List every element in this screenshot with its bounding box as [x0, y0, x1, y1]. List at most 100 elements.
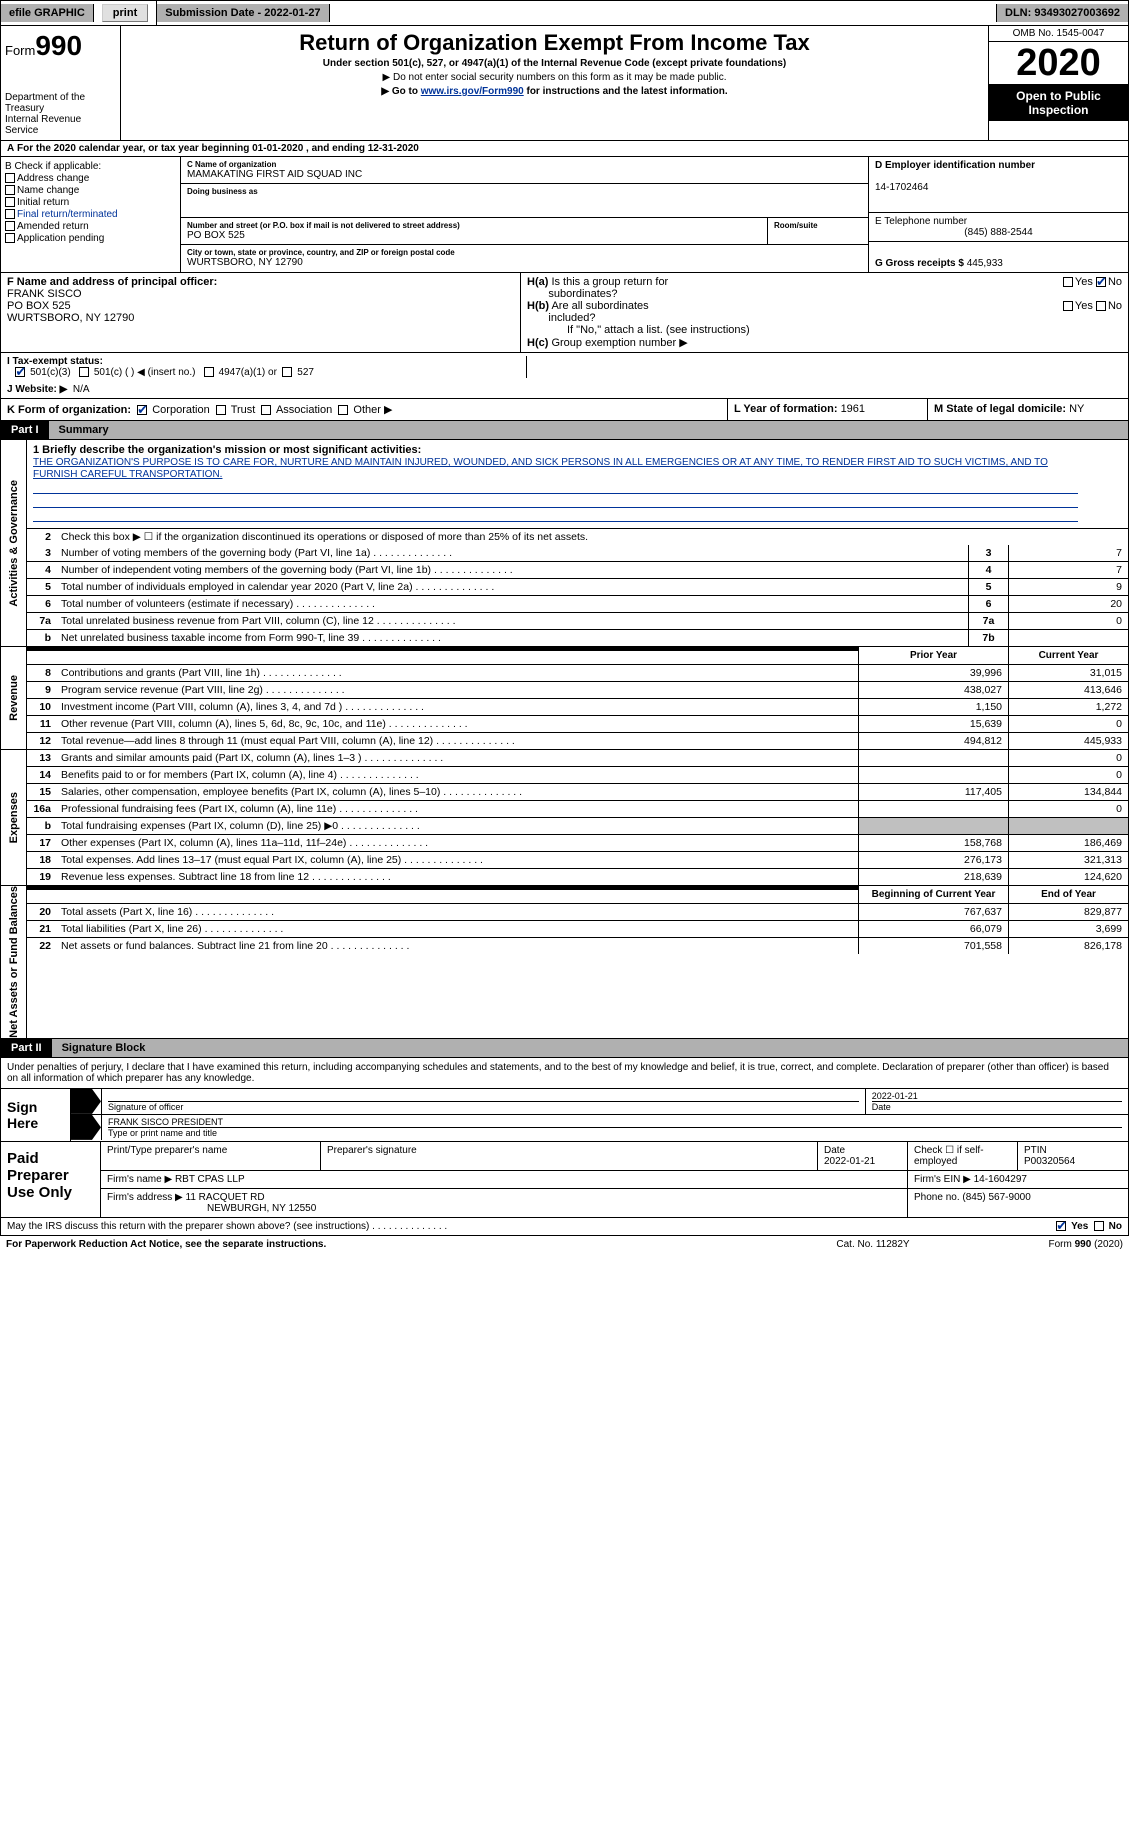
chk-amended[interactable]: Amended return: [5, 221, 176, 232]
prep-row1: Print/Type preparer's name Preparer's si…: [101, 1142, 1128, 1171]
paid-prep-label: Paid Preparer Use Only: [1, 1142, 101, 1217]
prep-row2: Firm's name ▶ RBT CPAS LLP Firm's EIN ▶ …: [101, 1171, 1128, 1189]
street: PO BOX 525: [187, 230, 761, 241]
chk-name[interactable]: Name change: [5, 185, 176, 196]
sig-name-cell: FRANK SISCO PRESIDENTType or print name …: [101, 1115, 1128, 1140]
expenses-section: Expenses 13 Grants and similar amounts p…: [0, 749, 1129, 885]
top-bar: efile GRAPHIC print Submission Date - 20…: [0, 0, 1129, 26]
table-row: 20 Total assets (Part X, line 16) 767,63…: [27, 904, 1128, 921]
sign-here-block: Sign Here Signature of officer 2022-01-2…: [0, 1089, 1129, 1142]
section-b: B Check if applicable: Address change Na…: [1, 157, 181, 272]
open-to-public: Open to Public Inspection: [989, 85, 1128, 121]
table-row: 9 Program service revenue (Part VIII, li…: [27, 682, 1128, 699]
part2-header: Part II Signature Block: [0, 1039, 1129, 1058]
section-j: J Website: ▶ N/A: [0, 381, 1129, 399]
table-row: 5 Total number of individuals employed i…: [27, 579, 1128, 596]
chk-527[interactable]: [282, 367, 292, 377]
table-row: 11 Other revenue (Part VIII, column (A),…: [27, 716, 1128, 733]
chk-other[interactable]: [338, 405, 348, 415]
efile-label: efile GRAPHIC: [1, 4, 94, 22]
irs-link[interactable]: www.irs.gov/Form990: [421, 86, 524, 97]
form-subtitle: Under section 501(c), 527, or 4947(a)(1)…: [125, 58, 984, 69]
section-l: L Year of formation: 1961: [728, 399, 928, 420]
entity-block: B Check if applicable: Address change Na…: [0, 157, 1129, 273]
section-f: F Name and address of principal officer:…: [1, 273, 521, 352]
revenue-section: Revenue Prior Year Current Year 8 Contri…: [0, 646, 1129, 749]
section-deg: D Employer identification number 14-1702…: [868, 157, 1128, 272]
rev-col-hdr: Prior Year Current Year: [27, 647, 1128, 665]
chk-initial[interactable]: Initial return: [5, 197, 176, 208]
net-section: Net Assets or Fund Balances Beginning of…: [0, 885, 1129, 1039]
sig-date-cell: 2022-01-21Date: [865, 1089, 1128, 1114]
footer-line: For Paperwork Reduction Act Notice, see …: [0, 1236, 1129, 1253]
table-row: 7a Total unrelated business revenue from…: [27, 613, 1128, 630]
chk-corp[interactable]: [137, 405, 147, 415]
period-line: A For the 2020 calendar year, or tax yea…: [0, 141, 1129, 157]
net-col-hdr: Beginning of Current Year End of Year: [27, 886, 1128, 904]
omb-number: OMB No. 1545-0047: [989, 26, 1128, 42]
section-k: K Form of organization: Corporation Trus…: [1, 399, 728, 420]
table-row: 10 Investment income (Part VIII, column …: [27, 699, 1128, 716]
chk-final[interactable]: Final return/terminated: [5, 209, 176, 220]
header-left: Form990 Department of the Treasury Inter…: [1, 26, 121, 140]
prep-row3: Firm's address ▶ 11 RACQUET RDNEWBURGH, …: [101, 1189, 1128, 1217]
table-row: 13 Grants and similar amounts paid (Part…: [27, 750, 1128, 767]
org-name-cell: C Name of organization MAMAKATING FIRST …: [181, 157, 868, 184]
print-cell: print: [94, 1, 157, 25]
table-row: 8 Contributions and grants (Part VIII, l…: [27, 665, 1128, 682]
line2: 2Check this box ▶ ☐ if the organization …: [27, 529, 1128, 545]
chk-4947[interactable]: [204, 367, 214, 377]
net-vlabel: Net Assets or Fund Balances: [1, 886, 27, 1038]
chk-501c[interactable]: [79, 367, 89, 377]
form-number: Form990: [5, 30, 116, 62]
street-cell: Number and street (or P.O. box if mail i…: [181, 218, 868, 245]
chk-discuss-yes[interactable]: [1056, 1221, 1066, 1231]
mission-text: THE ORGANIZATION'S PURPOSE IS TO CARE FO…: [33, 457, 1048, 480]
chk-trust[interactable]: [216, 405, 226, 415]
exp-vlabel: Expenses: [1, 750, 27, 885]
dba-cell: Doing business as: [181, 184, 868, 218]
table-row: 12 Total revenue—add lines 8 through 11 …: [27, 733, 1128, 749]
section-h: H(a) Is this a group return for subordin…: [521, 273, 1128, 352]
gross-cell: G Gross receipts $ 445,933: [869, 242, 1128, 272]
chk-501c3[interactable]: [15, 367, 25, 377]
city-cell: City or town, state or province, country…: [181, 245, 868, 271]
section-i: I Tax-exempt status: 501(c)(3) 501(c) ( …: [0, 353, 1129, 381]
table-row: 21 Total liabilities (Part X, line 26) 6…: [27, 921, 1128, 938]
header-mid: Return of Organization Exempt From Incom…: [121, 26, 988, 140]
chk-address[interactable]: Address change: [5, 173, 176, 184]
chk-assoc[interactable]: [261, 405, 271, 415]
table-row: 16a Professional fundraising fees (Part …: [27, 801, 1128, 818]
chk-pending[interactable]: Application pending: [5, 233, 176, 244]
part1-header: Part I Summary: [0, 421, 1129, 440]
phone-cell: E Telephone number (845) 888-2544: [869, 213, 1128, 242]
submission-date: Submission Date - 2022-01-27: [157, 4, 329, 22]
print-button[interactable]: print: [102, 4, 148, 22]
website: N/A: [73, 384, 90, 395]
table-row: 14 Benefits paid to or for members (Part…: [27, 767, 1128, 784]
sign-here-label: Sign Here: [1, 1089, 71, 1141]
gov-vlabel: Activities & Governance: [1, 440, 27, 646]
paid-preparer-block: Paid Preparer Use Only Print/Type prepar…: [0, 1142, 1129, 1218]
hc: H(c) Group exemption number ▶: [527, 336, 1122, 349]
chk-discuss-no[interactable]: [1094, 1221, 1104, 1231]
table-row: 22 Net assets or fund balances. Subtract…: [27, 938, 1128, 954]
header-right: OMB No. 1545-0047 2020 Open to Public In…: [988, 26, 1128, 140]
hb-note: If "No," attach a list. (see instruction…: [527, 324, 1122, 336]
table-row: 18 Total expenses. Add lines 13–17 (must…: [27, 852, 1128, 869]
arrow-icon: [71, 1115, 101, 1140]
governance-section: Activities & Governance 1 Briefly descri…: [0, 440, 1129, 646]
table-row: 6 Total number of volunteers (estimate i…: [27, 596, 1128, 613]
row-fh: F Name and address of principal officer:…: [0, 273, 1129, 353]
arrow-icon: [71, 1089, 101, 1114]
ssn-note: ▶ Do not enter social security numbers o…: [125, 72, 984, 83]
b-label: B Check if applicable:: [5, 161, 176, 172]
dept-treasury: Department of the Treasury: [5, 92, 116, 114]
table-row: 4 Number of independent voting members o…: [27, 562, 1128, 579]
gross-receipts: 445,933: [967, 258, 1003, 269]
telephone: (845) 888-2544: [875, 227, 1122, 238]
dln: DLN: 93493027003692: [996, 4, 1128, 22]
sig-officer-cell: Signature of officer: [101, 1089, 865, 1114]
table-row: 3 Number of voting members of the govern…: [27, 545, 1128, 562]
form-title: Return of Organization Exempt From Incom…: [125, 30, 984, 56]
